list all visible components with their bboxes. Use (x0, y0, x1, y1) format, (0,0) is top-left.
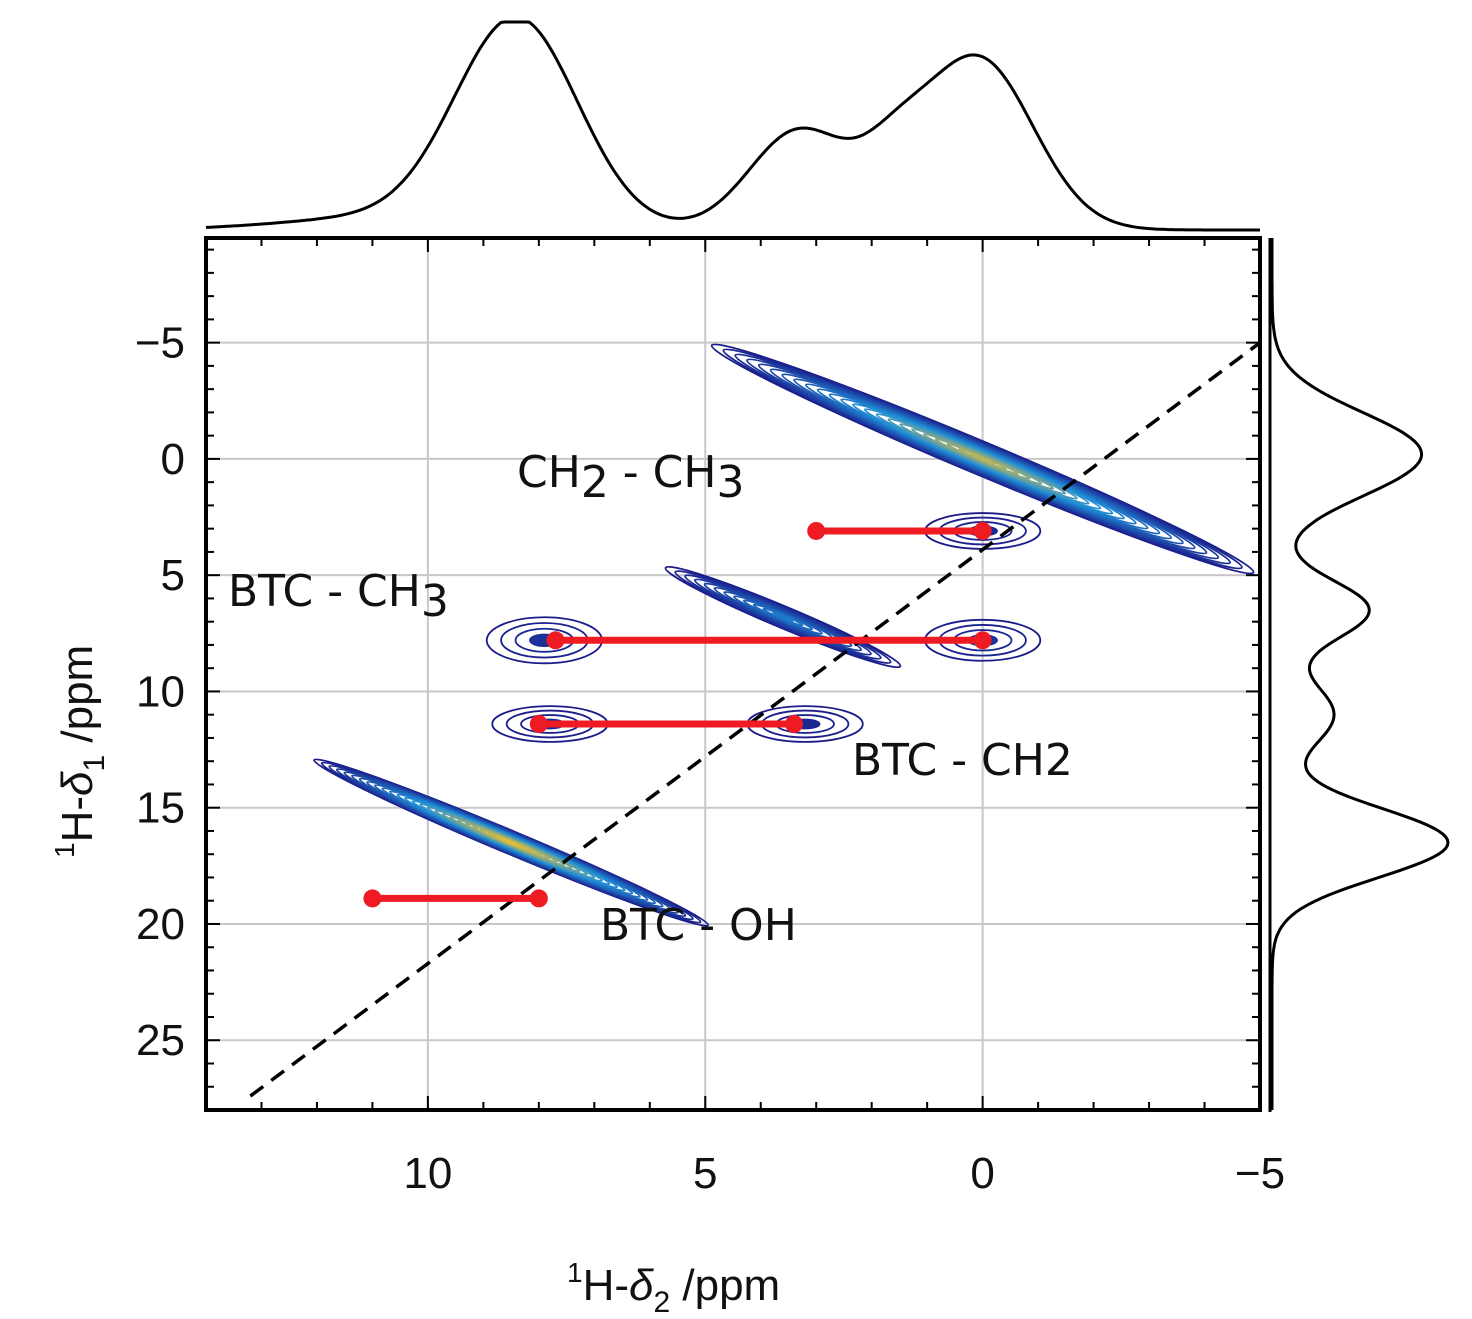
correlation-marker (529, 889, 548, 908)
y-tick-label: 25 (136, 1016, 185, 1065)
y-tick-label: 15 (136, 784, 185, 833)
contour-level (502, 838, 520, 847)
plot-background (206, 238, 1260, 1110)
x-axis-title: 1H-δ2 /ppm (567, 1257, 780, 1319)
annotation-btc-ch2: BTC - CH2 (852, 735, 1073, 786)
correlation-marker (546, 631, 565, 650)
correlation-marker (807, 521, 826, 540)
y-tick-label: 0 (161, 435, 185, 484)
x-tick-label: 0 (970, 1149, 994, 1198)
annotation-btc-ch3: BTC - CH3 (228, 566, 449, 627)
y-tick-label: −5 (135, 319, 185, 368)
x-tick-label: 5 (693, 1149, 717, 1198)
tick-labels: 10 5 0 −5 −5 0 5 10 15 20 25 (135, 319, 1285, 1198)
contour-plot (313, 343, 1255, 927)
annotation-btc-oh: BTC - OH (600, 900, 797, 951)
correlation-marker (785, 714, 804, 733)
grid (206, 238, 1260, 1110)
right-projection-line (1270, 238, 1450, 1110)
correlation-marker (363, 889, 382, 908)
plot-frame (204, 236, 1262, 1112)
y-tick-label: 20 (136, 900, 185, 949)
contour-level (772, 611, 794, 623)
y-tick-label: 5 (161, 551, 185, 600)
contour-level (969, 453, 996, 465)
correlation-marker (529, 714, 548, 733)
top-projection-line (205, 20, 1260, 232)
annotation-ch2-ch3: CH2 - CH3 (517, 447, 744, 508)
y-axis-title: 1H-δ1 /ppm (49, 645, 111, 858)
axis-ticks (205, 238, 1261, 1111)
correlation-marker (973, 631, 992, 650)
correlation-lines (363, 521, 992, 908)
diagonal-dashed-line (249, 341, 1260, 1098)
y-tick-label: 10 (136, 667, 185, 716)
x-tick-label: −5 (1235, 1149, 1285, 1198)
correlation-marker (973, 521, 992, 540)
x-tick-label: 10 (403, 1149, 452, 1198)
